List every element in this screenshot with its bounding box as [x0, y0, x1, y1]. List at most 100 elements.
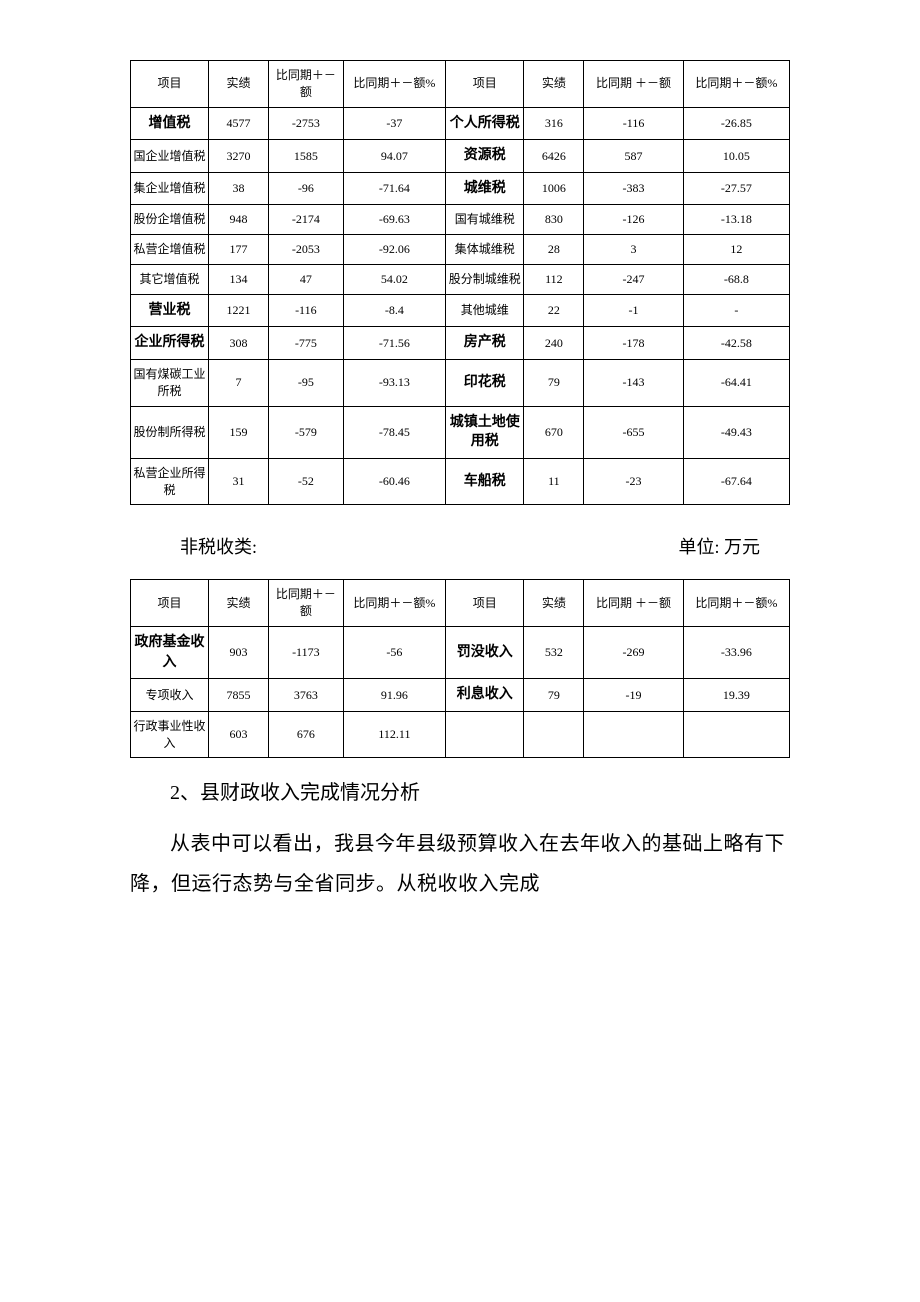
table-cell: -26.85	[683, 107, 789, 140]
table-cell: -579	[269, 406, 343, 458]
table-cell: 112.11	[343, 711, 446, 758]
table-header-cell: 比同期＋－额%	[683, 580, 789, 627]
table-cell: 房产税	[446, 327, 524, 360]
table-cell: 587	[584, 140, 683, 173]
table-cell: -27.57	[683, 172, 789, 205]
table-cell	[584, 711, 683, 758]
table-cell: -37	[343, 107, 446, 140]
table-cell: 企业所得税	[131, 327, 209, 360]
table-row: 股份企增值税948-2174-69.63国有城维税830-126-13.18	[131, 205, 790, 235]
table-row: 营业税1221-116-8.4其他城维22-1-	[131, 294, 790, 327]
table-cell: -67.64	[683, 458, 789, 505]
table-cell: 676	[269, 711, 343, 758]
table-cell: 38	[208, 172, 268, 205]
table-cell: 1585	[269, 140, 343, 173]
table-cell: -64.41	[683, 359, 789, 406]
table-cell: 948	[208, 205, 268, 235]
table-cell: 134	[208, 264, 268, 294]
table-row: 增值税4577-2753-37个人所得税316-116-26.85	[131, 107, 790, 140]
table-cell: 10.05	[683, 140, 789, 173]
table-cell: 159	[208, 406, 268, 458]
table-cell: 资源税	[446, 140, 524, 173]
table-cell: -143	[584, 359, 683, 406]
table-row: 行政事业性收入603676112.11	[131, 711, 790, 758]
table-cell: -56	[343, 626, 446, 678]
table-cell: -655	[584, 406, 683, 458]
table-cell: -23	[584, 458, 683, 505]
table-cell	[683, 711, 789, 758]
table-row: 集企业增值税38-96-71.64城维税1006-383-27.57	[131, 172, 790, 205]
table-cell: -19	[584, 679, 683, 712]
table-header-cell: 比同期 ＋－额	[584, 61, 683, 108]
table-header-cell: 实绩	[208, 580, 268, 627]
table-cell: 19.39	[683, 679, 789, 712]
table-cell: 城维税	[446, 172, 524, 205]
table-cell: -33.96	[683, 626, 789, 678]
table-cell: -13.18	[683, 205, 789, 235]
table-cell: -49.43	[683, 406, 789, 458]
table-cell: 政府基金收入	[131, 626, 209, 678]
table-cell: -92.06	[343, 235, 446, 265]
table-cell: 私营企业所得税	[131, 458, 209, 505]
table-cell: 1006	[524, 172, 584, 205]
table-header-cell: 比同期＋－额%	[343, 580, 446, 627]
table-cell: 国有城维税	[446, 205, 524, 235]
table-cell: -116	[584, 107, 683, 140]
table-cell: -247	[584, 264, 683, 294]
table-cell: 7855	[208, 679, 268, 712]
table-header-cell: 项目	[131, 61, 209, 108]
table-cell: 28	[524, 235, 584, 265]
table-cell: -69.63	[343, 205, 446, 235]
section-heading-2: 2、县财政收入完成情况分析	[130, 776, 790, 810]
table-cell: 830	[524, 205, 584, 235]
table-header-cell: 比同期＋－额%	[343, 61, 446, 108]
table-row: 企业所得税308-775-71.56房产税240-178-42.58	[131, 327, 790, 360]
table-cell: -93.13	[343, 359, 446, 406]
table-header-cell: 比同期＋－额%	[683, 61, 789, 108]
table-cell: -1173	[269, 626, 343, 678]
non-tax-label-row: 非税收类: 单位: 万元	[130, 533, 790, 559]
unit-label: 单位: 万元	[678, 533, 760, 559]
table-cell: 1221	[208, 294, 268, 327]
table-row: 国有煤碳工业所税7-95-93.13印花税79-143-64.41	[131, 359, 790, 406]
table-cell	[524, 711, 584, 758]
table-cell: 国有煤碳工业所税	[131, 359, 209, 406]
table-row: 私营企业所得税31-52-60.46车船税11-23-67.64	[131, 458, 790, 505]
table-cell: 316	[524, 107, 584, 140]
table-cell: 印花税	[446, 359, 524, 406]
table-header-cell: 实绩	[524, 580, 584, 627]
table-cell: 3763	[269, 679, 343, 712]
table-cell: 903	[208, 626, 268, 678]
table-cell: 532	[524, 626, 584, 678]
table-header-cell: 实绩	[208, 61, 268, 108]
table-cell: 94.07	[343, 140, 446, 173]
table-cell: 营业税	[131, 294, 209, 327]
table-cell: 行政事业性收入	[131, 711, 209, 758]
table-cell: -126	[584, 205, 683, 235]
table-cell: 私营企增值税	[131, 235, 209, 265]
table-cell: 国企业增值税	[131, 140, 209, 173]
table-cell	[446, 711, 524, 758]
table-cell: -78.45	[343, 406, 446, 458]
table-cell: 专项收入	[131, 679, 209, 712]
body-paragraph-1: 从表中可以看出，我县今年县级预算收入在去年收入的基础上略有下降，但运行态势与全省…	[130, 824, 790, 904]
table-cell: 670	[524, 406, 584, 458]
table-cell: 240	[524, 327, 584, 360]
table-cell: 112	[524, 264, 584, 294]
non-tax-revenue-table: 项目实绩比同期＋－额比同期＋－额%项目实绩比同期 ＋－额比同期＋－额%政府基金收…	[130, 579, 790, 758]
table-cell: 79	[524, 679, 584, 712]
table-header-cell: 比同期 ＋－额	[584, 580, 683, 627]
table-header-cell: 实绩	[524, 61, 584, 108]
table-cell: -60.46	[343, 458, 446, 505]
table-cell: 城镇土地使用税	[446, 406, 524, 458]
table-cell: 12	[683, 235, 789, 265]
table-row: 国企业增值税3270158594.07资源税642658710.05	[131, 140, 790, 173]
table-cell: -2053	[269, 235, 343, 265]
table-cell: -71.64	[343, 172, 446, 205]
table-cell: 603	[208, 711, 268, 758]
table-cell: 6426	[524, 140, 584, 173]
table-cell: 79	[524, 359, 584, 406]
tax-revenue-table: 项目实绩比同期＋－额比同期＋－额%项目实绩比同期 ＋－额比同期＋－额%增值税45…	[130, 60, 790, 505]
table-cell: 3270	[208, 140, 268, 173]
table-cell: 22	[524, 294, 584, 327]
